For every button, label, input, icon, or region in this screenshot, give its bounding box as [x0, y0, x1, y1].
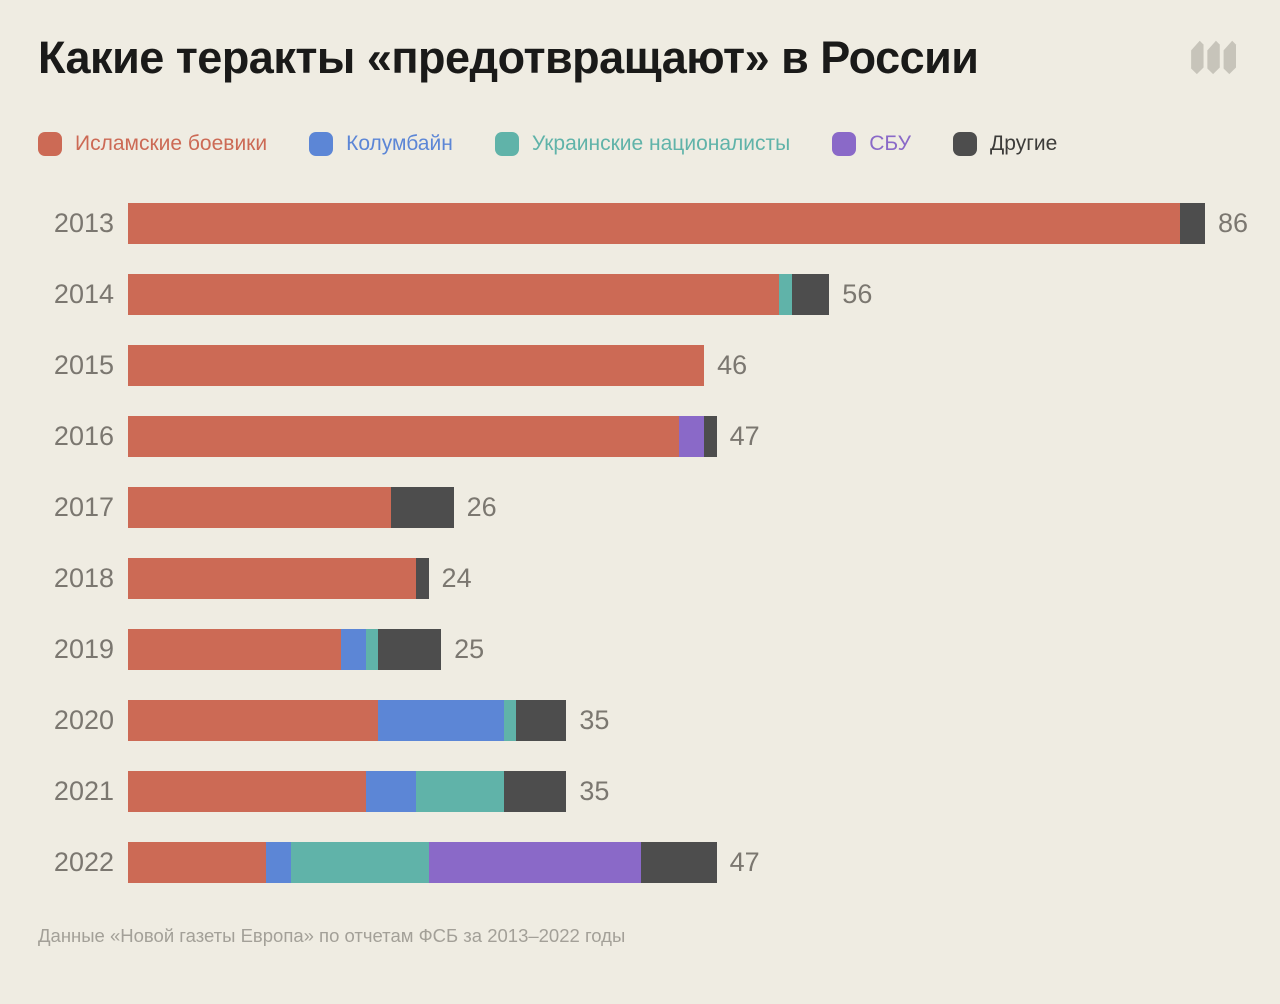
- legend-item-others: Другие: [953, 131, 1058, 156]
- bar-segment-sbu: [679, 415, 705, 457]
- bar-row-2017: 2017 26: [38, 486, 1242, 528]
- bar-segment-columbine: [340, 628, 366, 670]
- source-note: Данные «Новой газеты Европа» по отчетам …: [38, 924, 626, 946]
- bar-segment-others: [503, 770, 567, 812]
- bar-segment-columbine: [365, 770, 417, 812]
- sbu-swatch-icon: [832, 131, 857, 156]
- total-label: 35: [579, 775, 610, 806]
- bar-row-2016: 2016 47: [38, 415, 1242, 457]
- bar-segment-others: [378, 628, 442, 670]
- bar-segment-others: [641, 841, 717, 883]
- bar-segment-sbu: [428, 841, 642, 883]
- bar-stack: [128, 628, 442, 670]
- legend-label-ukrainian: Украинские националисты: [531, 131, 791, 155]
- bar-segment-others: [791, 273, 830, 315]
- bar-segment-islamic: [128, 557, 417, 599]
- year-label: 2017: [53, 491, 114, 522]
- legend-label-sbu: СБУ: [869, 131, 912, 155]
- bar-row-2018: 2018 24: [38, 557, 1242, 599]
- others-swatch-icon: [953, 131, 978, 156]
- bar-stack: [128, 344, 705, 386]
- year-label: 2013: [53, 207, 114, 238]
- bar-stack: [128, 841, 717, 883]
- page-title: Какие теракты «предотвращают» в России: [38, 32, 979, 83]
- year-label: 2015: [53, 349, 114, 380]
- bar-segment-islamic: [128, 273, 780, 315]
- legend-item-sbu: СБУ: [832, 131, 912, 156]
- islamic-swatch-icon: [38, 131, 62, 156]
- bar-row-2019: 2019 25: [38, 628, 1242, 670]
- bar-segment-ukrainian: [503, 699, 517, 741]
- bar-row-2021: 2021 35: [38, 770, 1242, 812]
- total-label: 26: [466, 491, 497, 522]
- bar-stack: [128, 770, 567, 812]
- total-label: 25: [454, 633, 485, 664]
- meduza-logo-icon: [1191, 40, 1236, 75]
- bar-segment-columbine: [265, 841, 291, 883]
- year-label: 2019: [53, 633, 114, 664]
- legend-item-islamic: Исламские боевики: [38, 131, 268, 156]
- bar-segment-columbine: [378, 699, 504, 741]
- bar-row-2013: 2013 86: [38, 202, 1248, 244]
- legend-item-ukrainian: Украинские националисты: [494, 131, 791, 156]
- bar-row-2022: 2022 47: [38, 841, 1242, 883]
- total-label: 46: [717, 349, 748, 380]
- columbine-swatch-icon: [309, 131, 334, 156]
- bar-segment-ukrainian: [779, 273, 792, 315]
- year-label: 2022: [53, 846, 114, 877]
- bar-stack: [128, 415, 717, 457]
- bar-segment-islamic: [128, 699, 379, 741]
- year-label: 2018: [53, 562, 114, 593]
- total-label: 56: [842, 278, 873, 309]
- bar-segment-others: [516, 699, 567, 741]
- year-label: 2020: [53, 704, 114, 735]
- bar-segment-islamic: [128, 841, 266, 883]
- bar-segment-islamic: [128, 770, 366, 812]
- bar-segment-islamic: [128, 415, 680, 457]
- bar-segment-others: [704, 415, 717, 457]
- total-label: 35: [579, 704, 610, 735]
- bar-segment-islamic: [128, 344, 705, 386]
- bar-stack: [128, 699, 567, 741]
- year-label: 2021: [53, 775, 114, 806]
- total-label: 86: [1218, 207, 1249, 238]
- total-label: 47: [729, 420, 760, 451]
- bar-segment-ukrainian: [290, 841, 429, 883]
- legend-label-columbine: Колумбайн: [346, 131, 453, 155]
- year-label: 2016: [53, 420, 114, 451]
- bar-segment-others: [1179, 202, 1205, 244]
- bar-stack: [128, 273, 830, 315]
- total-label: 24: [441, 562, 472, 593]
- bar-segment-islamic: [128, 628, 341, 670]
- bar-segment-islamic: [128, 486, 391, 528]
- legend-label-others: Другие: [990, 131, 1058, 155]
- legend: Исламские боевики Колумбайн Украинские нац…: [38, 131, 1242, 157]
- bar-stack: [128, 486, 454, 528]
- bar-segment-others: [416, 557, 429, 599]
- bar-stack: [128, 557, 429, 599]
- year-label: 2014: [53, 278, 114, 309]
- bar-segment-others: [390, 486, 454, 528]
- total-label: 47: [729, 846, 760, 877]
- legend-item-columbine: Колумбайн: [309, 131, 453, 156]
- ukrainian-swatch-icon: [494, 131, 519, 156]
- legend-label-islamic: Исламские боевики: [75, 131, 268, 155]
- bar-row-2015: 2015 46: [38, 344, 1242, 386]
- bar-stack: [128, 202, 1205, 244]
- bar-row-2020: 2020 35: [38, 699, 1242, 741]
- bar-chart: 2013 86 2014 56 2015 46 2016 47 2017 26 2018 24 2019…: [38, 202, 1248, 883]
- bar-segment-islamic: [128, 202, 1180, 244]
- bar-row-2014: 2014 56: [38, 273, 1242, 315]
- bar-segment-ukrainian: [416, 770, 504, 812]
- bar-segment-ukrainian: [365, 628, 379, 670]
